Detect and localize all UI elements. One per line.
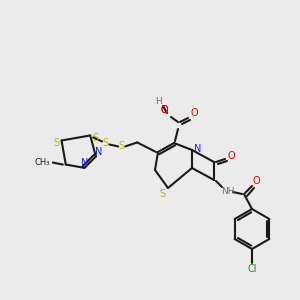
Text: O: O [227, 151, 235, 161]
Text: S: S [53, 139, 60, 148]
Text: N: N [81, 158, 88, 168]
Text: N: N [194, 144, 202, 154]
Text: CH₃: CH₃ [34, 158, 50, 167]
Text: O: O [252, 176, 260, 186]
Text: O: O [160, 105, 168, 115]
Text: Cl: Cl [247, 264, 257, 274]
Text: S: S [102, 138, 108, 148]
Text: S: S [159, 189, 165, 199]
Text: S: S [118, 141, 124, 152]
Text: NH: NH [221, 188, 235, 196]
Text: O: O [160, 105, 168, 115]
Text: O: O [190, 108, 198, 118]
Text: H: H [156, 98, 162, 106]
Text: N: N [95, 148, 103, 158]
Text: S: S [92, 134, 98, 143]
